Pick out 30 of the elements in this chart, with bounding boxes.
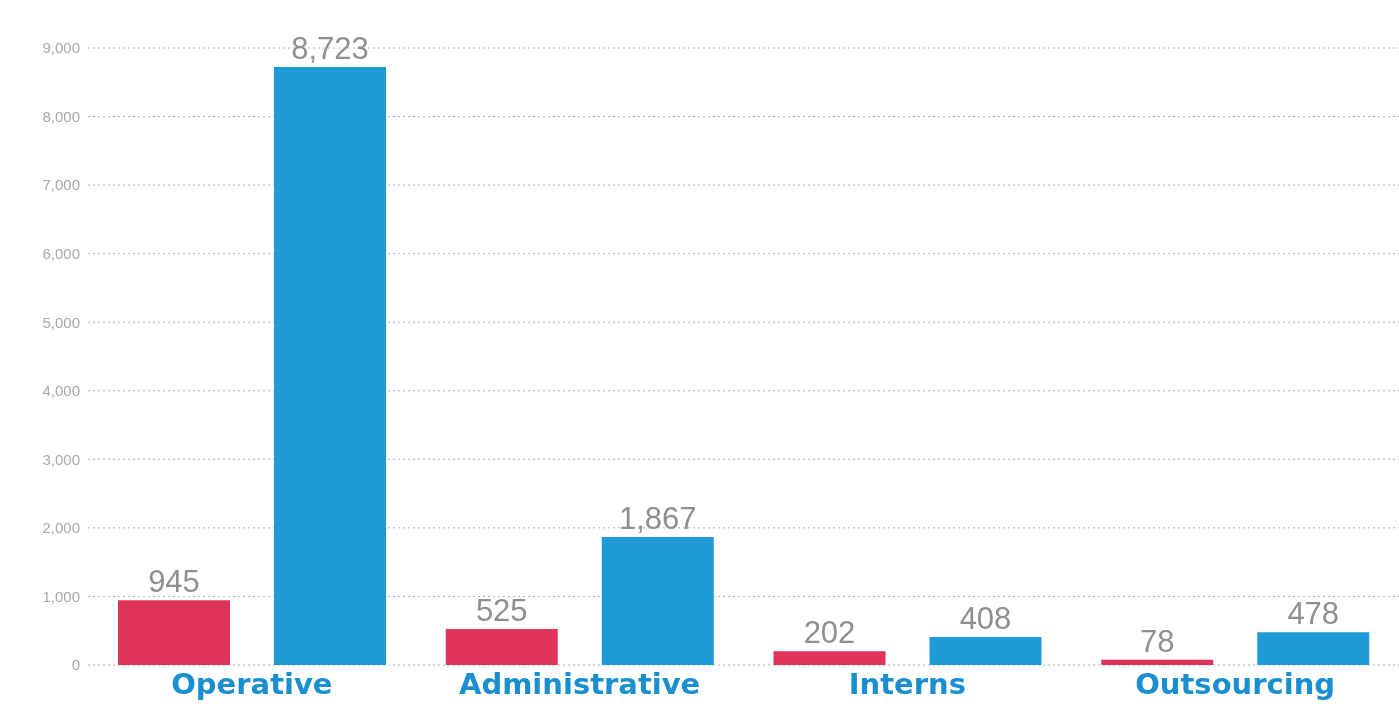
y-tick-label: 9,000 — [42, 39, 80, 57]
y-tick-label: 8,000 — [42, 107, 80, 125]
bar — [929, 637, 1042, 665]
bar — [1101, 659, 1214, 665]
bar — [445, 629, 558, 665]
data-label: 478 — [1287, 596, 1340, 632]
y-tick-label: 0 — [71, 656, 80, 674]
y-tick-label: 1,000 — [42, 587, 80, 605]
bar — [118, 600, 230, 665]
data-label: 8,723 — [291, 30, 369, 66]
data-label: 78 — [1140, 623, 1175, 659]
data-label: 525 — [475, 593, 528, 629]
bar — [773, 651, 886, 665]
data-label: 1,867 — [618, 501, 697, 537]
bar — [601, 537, 714, 665]
x-tick-label: Operative — [171, 666, 333, 701]
data-label: 202 — [803, 615, 856, 651]
bar — [274, 66, 386, 665]
data-label: 945 — [148, 564, 200, 600]
y-tick-label: 4,000 — [42, 382, 80, 400]
y-tick-label: 3,000 — [42, 450, 80, 468]
y-tick-label: 5,000 — [42, 313, 80, 331]
y-tick-label: 2,000 — [42, 519, 80, 537]
bar — [1257, 632, 1370, 665]
y-tick-label: 7,000 — [42, 176, 80, 194]
x-tick-label: Outsourcing — [1135, 666, 1336, 701]
y-tick-label: 6,000 — [42, 244, 80, 262]
x-tick-label: Administrative — [458, 666, 701, 701]
x-tick-label: Interns — [848, 666, 966, 701]
data-label: 408 — [959, 601, 1012, 637]
